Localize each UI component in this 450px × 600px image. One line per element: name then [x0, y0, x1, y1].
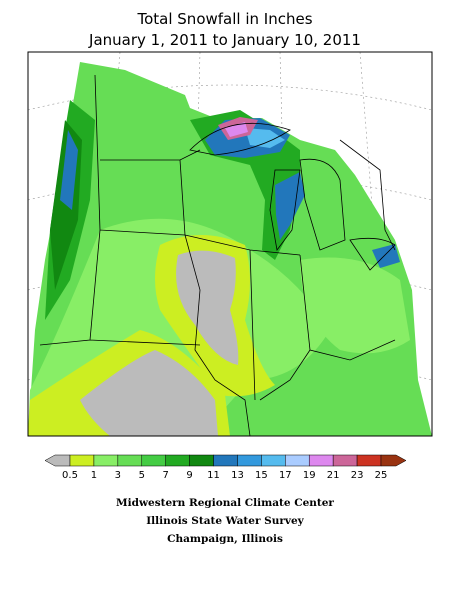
legend-label: 1: [91, 470, 97, 481]
field-violet: [225, 122, 248, 137]
legend-label: 5: [139, 470, 145, 481]
legend-label: 15: [255, 470, 268, 481]
legend-swatch: [165, 454, 190, 467]
color-legend: 0.5 1 3 5 7 9 11 13 15 17 19 21 23 25: [44, 454, 407, 481]
field-blue-east: [372, 244, 400, 268]
map: [27, 51, 433, 437]
field-gray-1: [176, 250, 239, 365]
legend-label: 21: [327, 470, 340, 481]
legend-swatch: [189, 454, 214, 467]
field-blue-west: [60, 130, 78, 210]
legend-label: 9: [186, 470, 192, 481]
legend-label: 7: [163, 470, 169, 481]
legend-label: 17: [279, 470, 292, 481]
borders: [39, 74, 396, 436]
map-frame: [27, 51, 433, 437]
legend-swatch: [332, 454, 358, 467]
legend-over: [380, 454, 407, 467]
legend-label: 13: [231, 470, 244, 481]
legend-under: [44, 454, 71, 467]
credit-line-1: Midwestern Regional Climate Center: [116, 497, 334, 509]
title-line-2: January 1, 2011 to January 10, 2011: [88, 31, 361, 49]
field-light-blue: [245, 128, 285, 148]
legend-label: 0.5: [62, 470, 78, 481]
legend-label: 3: [115, 470, 121, 481]
legend-label: 25: [375, 470, 388, 481]
legend-swatch: [261, 454, 286, 467]
legend-swatch: [117, 454, 143, 467]
legend-label: 23: [351, 470, 364, 481]
field-light-2: [300, 257, 410, 354]
legend-swatch: [237, 454, 262, 467]
field-gray-2: [80, 350, 218, 436]
legend-label: 19: [303, 470, 316, 481]
legend-swatch: [356, 454, 382, 467]
legend-swatch: [285, 454, 310, 467]
legend-label: 11: [207, 470, 220, 481]
credit-line-2: Illinois State Water Survey: [146, 515, 304, 527]
legend-swatch: [93, 454, 119, 467]
title-line-1: Total Snowfall in Inches: [136, 10, 312, 28]
legend-swatch: [213, 454, 238, 467]
credit-line-3: Champaign, Illinois: [167, 533, 283, 545]
legend-swatch: [141, 454, 166, 467]
legend-swatch: [69, 454, 95, 467]
legend-swatch: [308, 454, 334, 467]
